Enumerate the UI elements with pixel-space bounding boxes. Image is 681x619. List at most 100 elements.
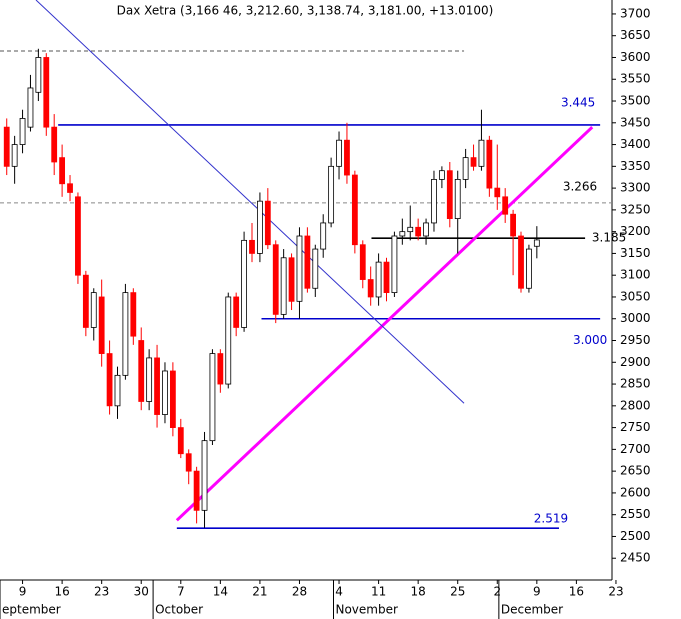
candle-body [249, 239, 255, 254]
x-tick-label: 23 [94, 585, 109, 599]
x-tick-label: 21 [252, 585, 267, 599]
y-tick-label: 2700 [620, 442, 651, 456]
month-label: eptember [2, 603, 61, 617]
candle-body [296, 235, 303, 302]
y-tick-label: 3700 [620, 6, 651, 20]
x-tick-label: 14 [213, 585, 228, 599]
y-tick-label: 2750 [620, 420, 651, 434]
candle-body [51, 126, 58, 163]
x-tick-label: 28 [292, 585, 307, 599]
candle-body [351, 174, 358, 246]
candle-body [375, 261, 382, 298]
candle-body [367, 279, 374, 298]
candle-body [11, 144, 18, 167]
candle-body [193, 470, 200, 511]
candle-body [27, 87, 34, 128]
y-tick-label: 2450 [620, 551, 651, 565]
candle-body [264, 200, 271, 246]
y-tick-label: 2550 [620, 507, 651, 521]
candle-body [518, 235, 524, 289]
x-tick-label: 11 [371, 585, 386, 599]
candle-body [415, 226, 422, 237]
candle-body [82, 274, 89, 328]
candle-body [533, 239, 540, 247]
x-tick-label: 16 [54, 585, 69, 599]
candle-body [280, 257, 287, 315]
x-tick-label: 9 [533, 585, 541, 599]
level-label: 3.000 [573, 333, 607, 347]
candle-body [288, 257, 295, 302]
x-tick-label: 23 [608, 585, 623, 599]
candle-body [312, 248, 319, 289]
candle-body [407, 226, 414, 233]
candle-body [138, 340, 145, 402]
candle-body [272, 244, 279, 315]
candle-body [59, 157, 66, 185]
candle-body [201, 440, 208, 511]
y-tick-label: 3250 [620, 202, 651, 216]
chart-title: Dax Xetra (3,166 46, 3,212.60, 3,138.74,… [117, 4, 494, 18]
candle-body [494, 187, 501, 198]
y-tick-label: 3050 [620, 289, 651, 303]
candle-body [257, 200, 263, 254]
candle-body [510, 213, 516, 237]
trendline [175, 126, 594, 522]
candle-body [359, 244, 366, 280]
candle-body [502, 196, 509, 215]
candle-body [217, 353, 224, 385]
y-tick-label: 3400 [620, 137, 651, 151]
candle-body [241, 239, 247, 328]
candle-body [526, 248, 532, 289]
y-tick-label: 2950 [620, 333, 651, 347]
y-tick-label: 3200 [620, 224, 651, 238]
y-tick-label: 2800 [620, 398, 651, 412]
candle-body [462, 157, 469, 180]
x-tick-label: 2 [493, 585, 501, 599]
candle-body [391, 235, 398, 294]
candle-body [177, 427, 184, 455]
candle-body [106, 353, 113, 407]
candle-body [67, 183, 73, 193]
candle-body [423, 222, 429, 237]
candle-body [336, 139, 342, 167]
candle-body [209, 353, 216, 442]
x-tick-label: 18 [411, 585, 426, 599]
candle-body [431, 178, 437, 224]
month-label: December [501, 603, 563, 617]
x-tick-label: 9 [19, 585, 27, 599]
month-label: October [155, 603, 203, 617]
x-tick-label: 25 [450, 585, 465, 599]
level-label: 3.266 [563, 179, 597, 193]
y-tick-label: 3000 [620, 311, 651, 325]
candle-body [154, 357, 160, 415]
trendline [35, 0, 465, 404]
candle-body [185, 453, 192, 472]
y-tick-label: 2650 [620, 464, 651, 478]
candle-body [486, 139, 493, 189]
candle-body [75, 196, 81, 276]
candle-body [233, 296, 240, 328]
x-tick-label: 30 [134, 585, 149, 599]
candle-body [328, 165, 335, 224]
candle-body [454, 178, 461, 219]
candle-body [130, 292, 137, 337]
level-label: 2.519 [534, 512, 568, 526]
candle-body [438, 170, 445, 180]
y-tick-label: 3100 [620, 268, 651, 282]
month-label: November [335, 603, 397, 617]
candle-body [304, 235, 311, 289]
candle-body [320, 222, 327, 250]
y-tick-label: 2500 [620, 529, 651, 543]
candle-body [344, 139, 350, 176]
candle-body [90, 292, 97, 328]
y-tick-label: 3500 [620, 94, 651, 108]
y-tick-label: 3600 [620, 50, 651, 64]
x-tick-label: 16 [569, 585, 584, 599]
candle-body [225, 296, 232, 385]
candle-body [478, 139, 485, 167]
candle-body [146, 357, 153, 402]
y-tick-label: 3450 [620, 115, 651, 129]
y-tick-label: 3150 [620, 246, 651, 260]
candle-body [169, 370, 176, 428]
